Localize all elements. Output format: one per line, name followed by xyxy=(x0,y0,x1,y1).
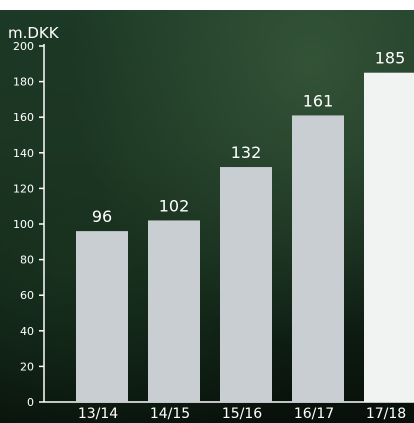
y-tick-label: 100 xyxy=(13,218,34,231)
y-tick-label: 160 xyxy=(13,111,34,124)
bar-15-16 xyxy=(220,167,272,402)
y-tick-label: 60 xyxy=(20,289,34,302)
data-label: 185 xyxy=(375,49,406,68)
x-tick-label: 14/15 xyxy=(150,406,190,422)
bar-13-14 xyxy=(76,231,128,402)
y-tick-label: 40 xyxy=(20,325,34,338)
y-tick-label: 140 xyxy=(13,147,34,160)
y-tick-label: 80 xyxy=(20,254,34,267)
x-tick-label: 15/16 xyxy=(222,406,262,422)
y-tick-label: 200 xyxy=(13,40,34,53)
bar-16-17 xyxy=(292,115,344,403)
bar-17-18 xyxy=(364,72,414,402)
data-labels: 96 102 132 161 185 xyxy=(92,49,405,226)
top-band xyxy=(0,0,414,10)
y-tick-label: 0 xyxy=(27,396,34,409)
data-label: 132 xyxy=(231,143,262,162)
y-axis-unit-label: m.DKK xyxy=(8,24,60,42)
x-tick-label: 17/18 xyxy=(366,406,406,422)
y-axis: 0 20 40 60 80 100 120 140 160 180 200 xyxy=(13,40,414,409)
data-label: 96 xyxy=(92,207,112,226)
data-label: 161 xyxy=(303,91,334,110)
data-label: 102 xyxy=(159,196,190,215)
y-tick-label: 20 xyxy=(20,360,34,373)
bar-14-15 xyxy=(148,220,200,402)
x-tick-label: 16/17 xyxy=(294,406,334,422)
y-tick-label: 180 xyxy=(13,76,34,89)
bar-series xyxy=(76,72,414,403)
x-axis-category-labels: 13/14 14/15 15/16 16/17 17/18 xyxy=(78,406,406,422)
x-tick-label: 13/14 xyxy=(78,406,118,422)
y-tick-label: 120 xyxy=(13,182,34,195)
